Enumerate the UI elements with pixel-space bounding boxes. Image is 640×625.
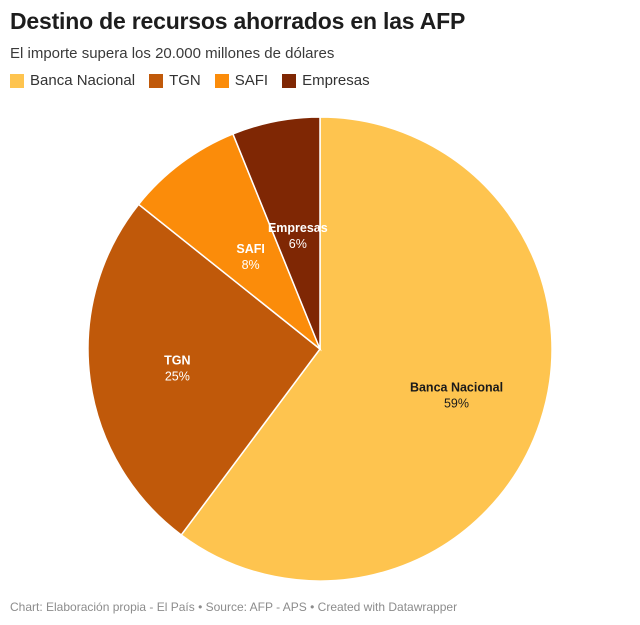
chart-title: Destino de recursos ahorrados en las AFP — [10, 8, 466, 34]
slice-label: TGN — [164, 353, 190, 367]
slice-value: 8% — [242, 258, 260, 272]
legend-label: Banca Nacional — [30, 72, 136, 89]
chart-legend: Banca Nacional TGN SAFI Empresas — [10, 72, 384, 89]
slice-label: SAFI — [236, 242, 264, 256]
slice-label: Banca Nacional — [410, 380, 503, 394]
legend-label: TGN — [169, 72, 201, 89]
legend-label: SAFI — [234, 72, 269, 89]
slice-value: 59% — [444, 396, 469, 410]
pie-slice-tgn — [87, 203, 322, 536]
pie-slice-safi — [137, 132, 322, 352]
slice-value: 6% — [289, 237, 307, 251]
pie-slice-empresas — [231, 116, 321, 350]
slice-value: 25% — [165, 369, 190, 383]
slice-label: Empresas — [268, 221, 328, 235]
legend-swatch — [10, 73, 24, 88]
legend-item-empresas: Empresas — [282, 72, 370, 89]
chart-footer: Chart: Elaboración propia - El País • So… — [10, 600, 458, 614]
legend-item-banca-nacional: Banca Nacional — [10, 72, 135, 89]
legend-item-safi: SAFI — [214, 72, 269, 89]
chart-subtitle: El importe supera los 20.000 millones de… — [10, 45, 335, 62]
legend-swatch — [282, 73, 297, 88]
legend-item-tgn: TGN — [149, 72, 201, 89]
legend-swatch — [214, 73, 229, 88]
pie-chart: Banca Nacional 59% TGN 25% SAFI 8% Empresas 6% — [87, 116, 553, 582]
legend-label: Empresas — [302, 72, 370, 89]
pie-slice-banca-nacional — [180, 116, 553, 582]
legend-swatch — [149, 73, 164, 88]
